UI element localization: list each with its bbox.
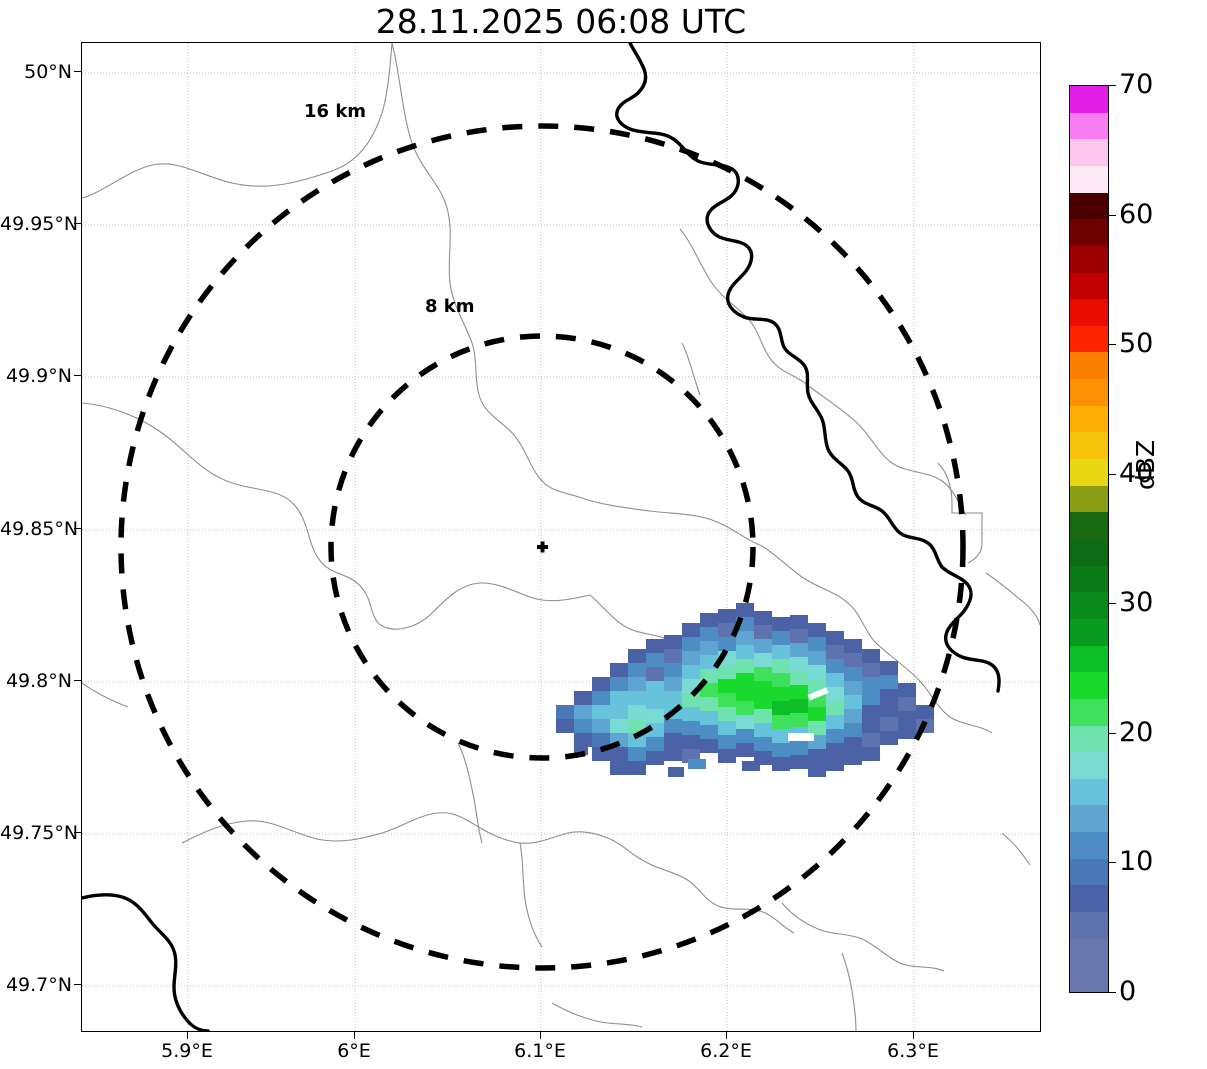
colorbar-band-12 (1070, 645, 1108, 673)
xtick-label-2: 6.1°E (514, 1040, 566, 1062)
range-ring-8km (328, 333, 756, 761)
colorbar-band-7 (1070, 778, 1108, 806)
colorbar-axis-label: dBZ (1131, 439, 1160, 490)
cbar-tick-mark-60 (1109, 215, 1116, 217)
cbar-tick-label-70: 70 (1119, 69, 1154, 100)
colorbar-band-16 (1070, 538, 1108, 566)
range-ring-label-8km: 8 km (425, 296, 475, 317)
range-ring-16km (118, 123, 966, 971)
ytick-mark-0 (74, 71, 81, 73)
colorbar-band-10 (1070, 698, 1108, 726)
colorbar-band-18 (1070, 485, 1108, 513)
xtick-mark-2 (540, 1032, 542, 1039)
ytick-mark-5 (74, 832, 81, 834)
colorbar-band-2 (1070, 911, 1108, 939)
cbar-tick-label-10: 10 (1119, 846, 1154, 877)
cbar-tick-label-20: 20 (1119, 717, 1154, 748)
colorbar-band-21 (1070, 405, 1108, 433)
colorbar-band-9 (1070, 725, 1108, 753)
ytick-mark-4 (74, 680, 81, 682)
cbar-tick-label-30: 30 (1119, 587, 1154, 618)
ytick-label-4: 49.8°N (5, 670, 72, 692)
municipal-boundaries (82, 43, 1040, 1031)
cbar-tick-label-40: 40 (1119, 458, 1154, 489)
xtick-mark-3 (726, 1032, 728, 1039)
national-borders (82, 43, 1001, 1031)
colorbar-band-20 (1070, 431, 1108, 460)
range-rings (118, 123, 966, 971)
colorbar-band-1 (1070, 938, 1108, 966)
xtick-mark-0 (187, 1032, 189, 1039)
ytick-label-3: 49.85°N (0, 518, 79, 540)
colorbar-band-29 (1070, 192, 1108, 220)
cbar-tick-mark-50 (1109, 344, 1116, 346)
grid-lines (82, 43, 1040, 1031)
colorbar-band-25 (1070, 298, 1108, 326)
cbar-tick-mark-40 (1109, 474, 1116, 476)
colorbar-band-8 (1070, 751, 1108, 779)
cbar-tick-mark-0 (1109, 992, 1116, 994)
colorbar-band-24 (1070, 325, 1108, 353)
colorbar-band-26 (1070, 272, 1108, 300)
cbar-tick-mark-30 (1109, 603, 1116, 605)
ytick-label-6: 49.7°N (5, 974, 72, 996)
map-plot-area[interactable]: 16 km 8 km (81, 42, 1041, 1032)
ytick-mark-3 (74, 528, 81, 530)
colorbar-band-17 (1070, 511, 1108, 539)
colorbar[interactable] (1069, 85, 1109, 993)
ytick-mark-2 (74, 375, 81, 377)
ytick-label-0: 50°N (24, 61, 72, 83)
cbar-tick-label-50: 50 (1119, 328, 1154, 359)
xtick-label-0: 5.9°E (161, 1040, 213, 1062)
colorbar-band-23 (1070, 351, 1108, 380)
map-canvas (82, 43, 1040, 1031)
colorbar-band-31 (1070, 138, 1108, 166)
ytick-label-2: 49.9°N (5, 365, 72, 387)
colorbar-band-4 (1070, 858, 1108, 886)
colorbar-band-30 (1070, 165, 1108, 193)
cbar-tick-label-0: 0 (1119, 976, 1137, 1007)
ytick-label-1: 49.95°N (0, 213, 79, 235)
page-title: 28.11.2025 06:08 UTC (375, 2, 747, 41)
colorbar-band-32 (1070, 112, 1108, 140)
colorbar-band-33 (1070, 86, 1108, 113)
colorbar-band-27 (1070, 245, 1108, 273)
colorbar-band-6 (1070, 804, 1108, 833)
colorbar-band-14 (1070, 591, 1108, 619)
colorbar-band-15 (1070, 565, 1108, 593)
cbar-tick-mark-20 (1109, 733, 1116, 735)
colorbar-band-11 (1070, 671, 1108, 699)
xtick-label-1: 6°E (337, 1040, 371, 1062)
ytick-mark-1 (74, 223, 81, 225)
radar-echo (556, 603, 934, 777)
cbar-tick-mark-10 (1109, 862, 1116, 864)
xtick-mark-1 (354, 1032, 356, 1039)
xtick-label-3: 6.2°E (700, 1040, 752, 1062)
colorbar-band-28 (1070, 218, 1108, 246)
colorbar-band-19 (1070, 458, 1108, 486)
xtick-mark-4 (913, 1032, 915, 1039)
colorbar-band-22 (1070, 378, 1108, 406)
cbar-tick-mark-70 (1109, 85, 1116, 87)
colorbar-band-0 (1070, 964, 1108, 992)
cbar-tick-label-60: 60 (1119, 199, 1154, 230)
xtick-label-4: 6.3°E (887, 1040, 939, 1062)
ytick-label-5: 49.75°N (0, 822, 79, 844)
colorbar-band-5 (1070, 831, 1108, 859)
colorbar-band-3 (1070, 884, 1108, 913)
colorbar-band-13 (1070, 618, 1108, 646)
ytick-mark-6 (74, 984, 81, 986)
range-ring-label-16km: 16 km (304, 101, 367, 122)
radar-site-marker (537, 541, 548, 553)
